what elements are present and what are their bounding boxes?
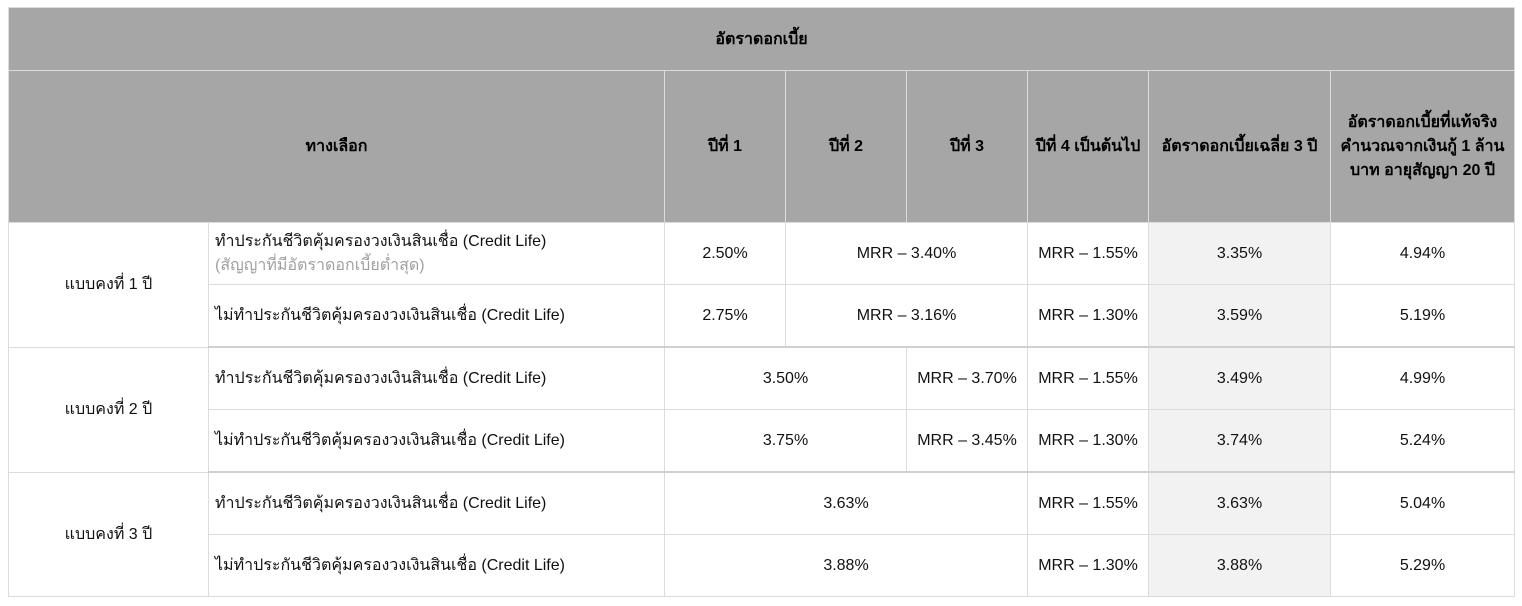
rate-year-4: MRR – 1.55% [1027,346,1149,410]
rate-average: 3.74% [1148,409,1331,473]
plan-name: แบบคงที่ 3 ปี [8,471,209,597]
option-label: ไม่ทำประกันชีวิตคุ้มครองวงเงินสินเชื่อ (… [208,409,665,473]
rate-effective: 4.94% [1329,222,1516,285]
option-label: ทำประกันชีวิตคุ้มครองวงเงินสินเชื่อ (Cre… [208,346,665,410]
table-row: ไม่ทำประกันชีวิตคุ้มครองวงเงินสินเชื่อ (… [9,534,1516,597]
plan-name: แบบคงที่ 1 ปี [8,222,209,348]
rate-year-4: MRR – 1.30% [1027,534,1149,597]
rate-average: 3.63% [1148,471,1331,535]
rate-effective: 5.29% [1329,534,1516,597]
rate-year-1-2: 3.75% [664,409,907,473]
rate-year-2-3: MRR – 3.40% [785,222,1028,285]
option-cell: ทำประกันชีวิตคุ้มครองวงเงินสินเชื่อ (Cre… [208,222,665,285]
option-label: ทำประกันชีวิตคุ้มครองวงเงินสินเชื่อ (Cre… [215,232,547,250]
option-label: ไม่ทำประกันชีวิตคุ้มครองวงเงินสินเชื่อ (… [208,534,665,597]
table-row: แบบคงที่ 1 ปี ทำประกันชีวิตคุ้มครองวงเงิ… [8,222,1516,348]
rate-year-1-3: 3.88% [664,534,1028,597]
rate-year-4: MRR – 1.30% [1027,284,1149,348]
table-title: อัตราดอกเบี้ย [7,7,1516,71]
rate-year-3: MRR – 3.45% [906,409,1028,473]
table-row: แบบคงที่ 2 ปี ทำประกันชีวิตคุ้มครองวงเงิ… [8,346,1516,473]
rate-average: 3.59% [1148,284,1331,348]
rate-average: 3.49% [1148,346,1331,410]
rate-year-1: 2.50% [664,222,786,285]
header-year-4-onward: ปีที่ 4 เป็นต้นไป [1027,70,1149,223]
plan-name: แบบคงที่ 2 ปี [8,346,209,473]
table-row: แบบคงที่ 3 ปี ทำประกันชีวิตคุ้มครองวงเงิ… [8,471,1516,597]
rate-year-4: MRR – 1.55% [1027,471,1149,535]
header-year-2: ปีที่ 2 [785,70,907,223]
rate-effective: 5.24% [1329,409,1516,473]
table-row: ไม่ทำประกันชีวิตคุ้มครองวงเงินสินเชื่อ (… [9,409,1516,473]
rate-year-1: 2.75% [664,284,786,348]
rate-year-2-3: MRR – 3.16% [785,284,1028,348]
option-label: ทำประกันชีวิตคุ้มครองวงเงินสินเชื่อ (Cre… [208,471,665,535]
header-year-1: ปีที่ 1 [664,70,786,223]
rate-average: 3.88% [1148,534,1331,597]
header-average-3-years: อัตราดอกเบี้ยเฉลี่ย 3 ปี [1148,70,1331,223]
rate-year-1-3: 3.63% [664,471,1028,535]
rate-effective: 4.99% [1329,346,1516,410]
interest-rate-table: อัตราดอกเบี้ย ทางเลือก ปีที่ 1 ปีที่ 2 ป… [7,7,1516,597]
header-option: ทางเลือก [8,70,665,223]
rate-effective: 5.19% [1329,284,1516,348]
header-year-3: ปีที่ 3 [906,70,1028,223]
table-row: ไม่ทำประกันชีวิตคุ้มครองวงเงินสินเชื่อ (… [9,284,1516,348]
rate-year-4: MRR – 1.30% [1027,409,1149,473]
rate-year-1-2: 3.50% [664,346,907,410]
option-label: ไม่ทำประกันชีวิตคุ้มครองวงเงินสินเชื่อ (… [208,284,665,348]
rate-year-3: MRR – 3.70% [906,346,1028,410]
rate-average: 3.35% [1148,222,1331,285]
header-effective-rate: อัตราดอกเบี้ยที่แท้จริง คำนวณจากเงินกู้ … [1329,70,1516,223]
rate-year-4: MRR – 1.55% [1027,222,1149,285]
option-note: (สัญญาที่มีอัตราดอกเบี้ยต่ำสุด) [215,256,425,274]
rate-effective: 5.04% [1329,471,1516,535]
